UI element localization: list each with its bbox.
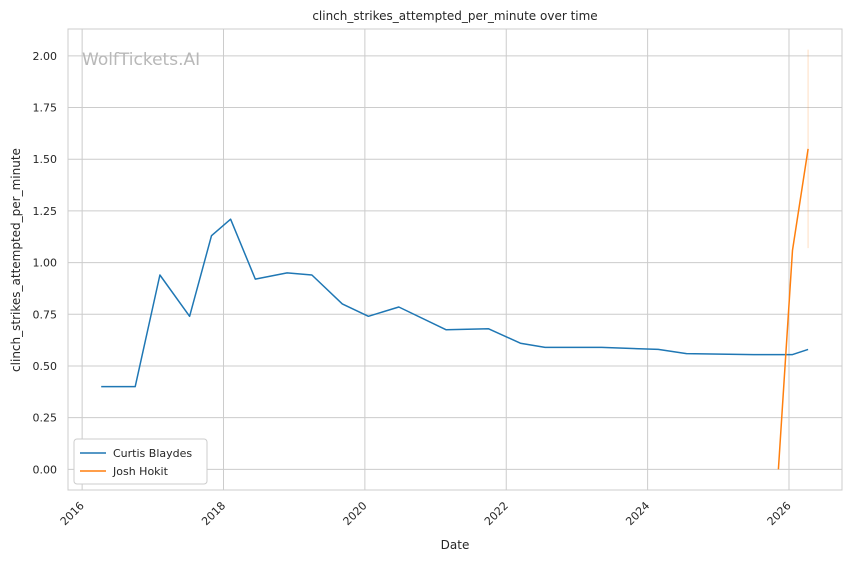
- plot-frame: [67, 28, 843, 491]
- y-tick-label: 1.00: [33, 257, 58, 270]
- legend-label-curtis: Curtis Blaydes: [113, 447, 192, 460]
- legend: Curtis Blaydes Josh Hokit: [73, 438, 208, 485]
- legend-label-josh: Josh Hokit: [112, 465, 169, 478]
- y-tick-label: 1.50: [33, 153, 58, 166]
- series-line-curtis-blaydes: [101, 218, 809, 388]
- series-lines: [101, 148, 809, 470]
- y-tick-label: 1.75: [33, 102, 58, 115]
- y-tick-label: 0.75: [33, 308, 58, 321]
- x-tick-label: 2020: [341, 499, 370, 528]
- y-tick-label: 1.25: [33, 205, 58, 218]
- y-tick-label: 0.25: [33, 412, 58, 425]
- grid-lines: [68, 29, 842, 490]
- x-axis-label: Date: [441, 538, 470, 552]
- y-axis-label: clinch_strikes_attempted_per_minute: [9, 148, 23, 372]
- chart-title: clinch_strikes_attempted_per_minute over…: [312, 9, 597, 23]
- x-tick-label: 2024: [623, 499, 652, 528]
- y-tick-label: 2.00: [33, 50, 58, 63]
- legend-box: [73, 438, 208, 485]
- y-tick-label: 0.00: [33, 463, 58, 476]
- x-tick-label: 2016: [58, 499, 87, 528]
- x-axis-ticks: 2016 2018 2020 2022 2024 2026: [58, 499, 794, 528]
- y-tick-label: 0.50: [33, 360, 58, 373]
- x-tick-label: 2018: [199, 499, 228, 528]
- watermark-text: WolfTickets.AI: [82, 50, 200, 70]
- x-tick-label: 2026: [765, 499, 794, 528]
- x-tick-label: 2022: [482, 499, 511, 528]
- plot-background: [68, 29, 842, 490]
- series-line-josh-hokit: [777, 148, 809, 470]
- y-axis-ticks: 0.00 0.25 0.50 0.75 1.00 1.25 1.50 1.75 2.00: [33, 50, 58, 476]
